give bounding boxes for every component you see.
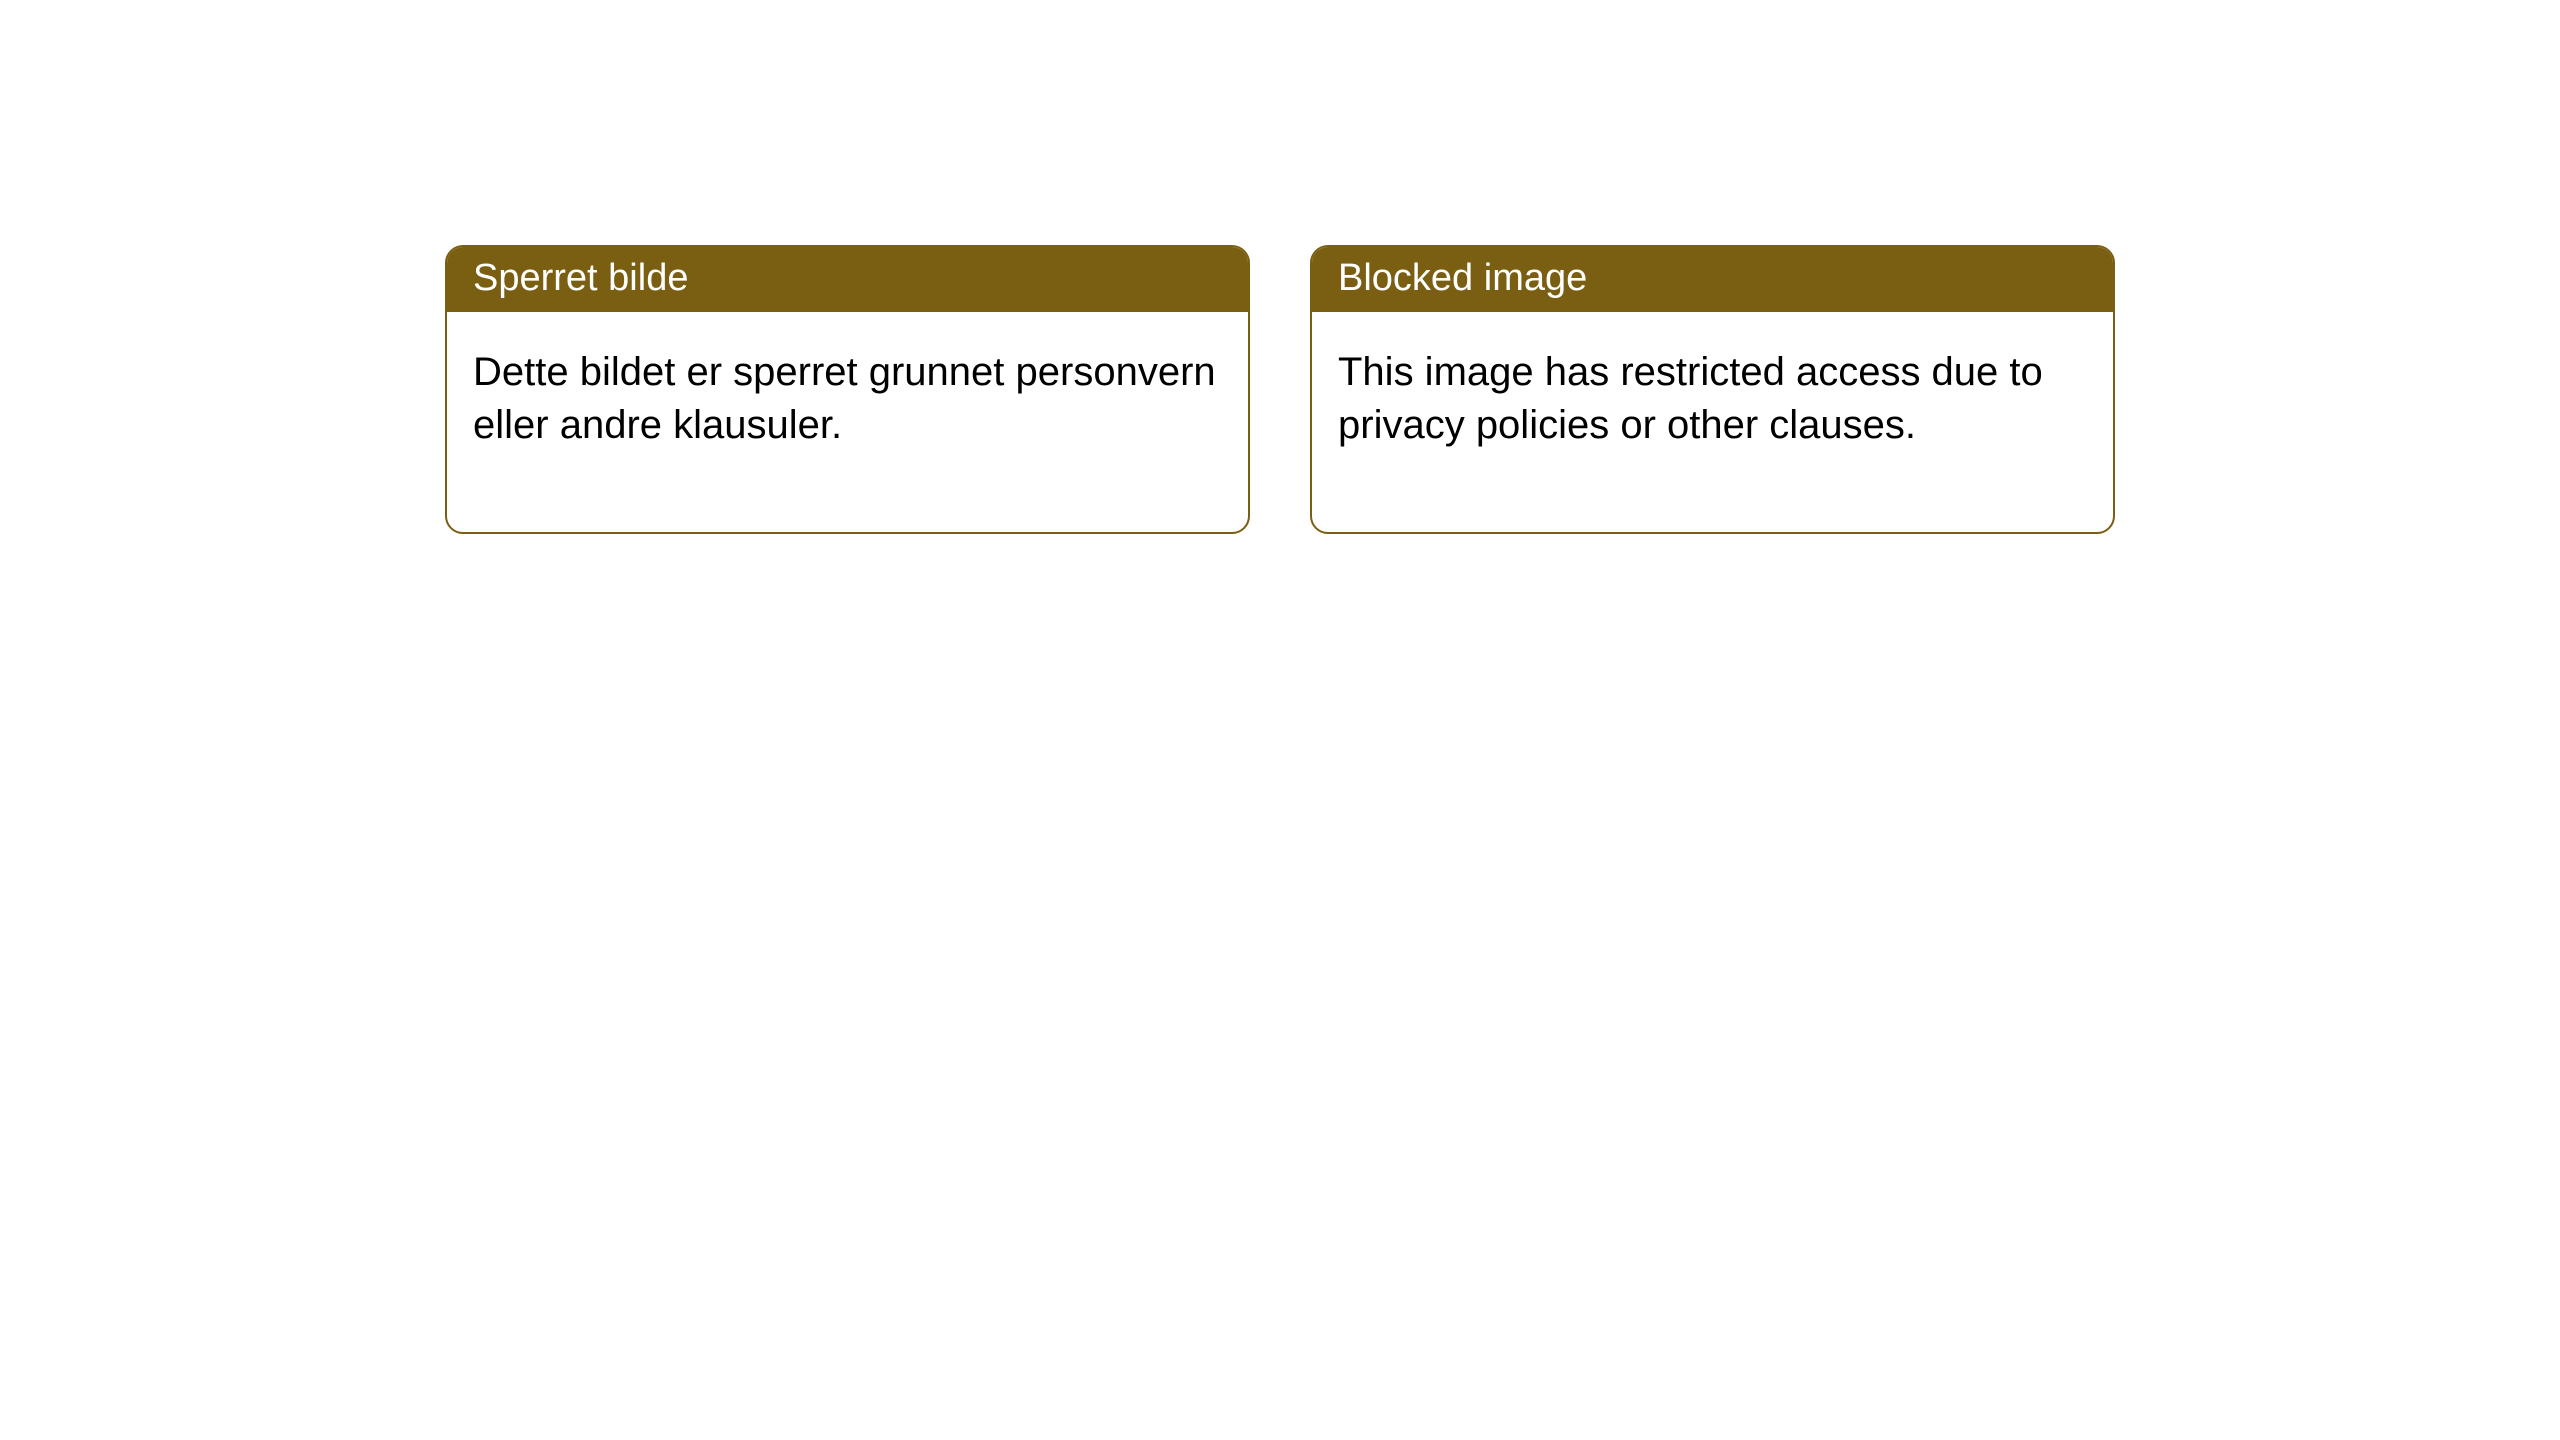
card-body: This image has restricted access due to … <box>1312 312 2113 532</box>
notice-cards-container: Sperret bilde Dette bildet er sperret gr… <box>445 245 2115 534</box>
card-header: Blocked image <box>1312 247 2113 312</box>
card-message: Dette bildet er sperret grunnet personve… <box>473 350 1216 447</box>
notice-card-norwegian: Sperret bilde Dette bildet er sperret gr… <box>445 245 1250 534</box>
card-title: Blocked image <box>1338 257 1587 299</box>
card-body: Dette bildet er sperret grunnet personve… <box>447 312 1248 532</box>
card-title: Sperret bilde <box>473 257 688 299</box>
card-message: This image has restricted access due to … <box>1338 350 2043 447</box>
notice-card-english: Blocked image This image has restricted … <box>1310 245 2115 534</box>
card-header: Sperret bilde <box>447 247 1248 312</box>
